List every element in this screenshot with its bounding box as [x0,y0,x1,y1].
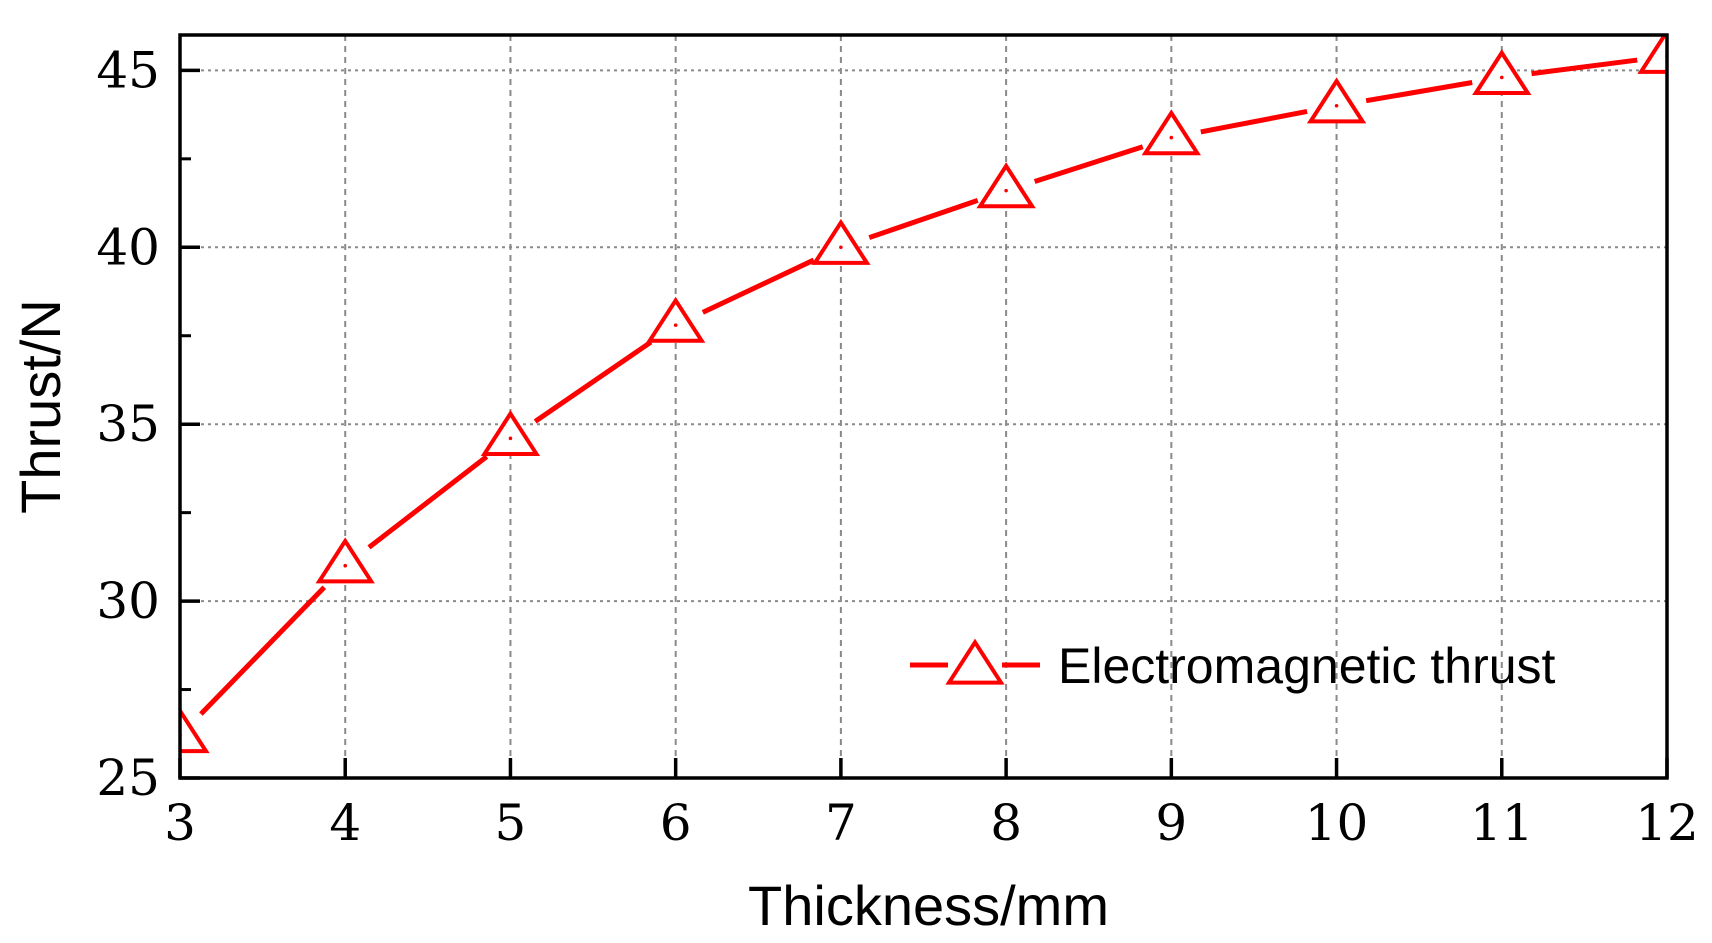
data-point-center [1004,188,1008,193]
x-tick-label: 9 [1155,794,1187,852]
data-point-center [839,245,843,250]
grid-lines [180,35,1667,778]
x-tick-label: 6 [660,794,692,852]
legend: Electromagnetic thrust [910,638,1556,694]
series-line-segment [1033,144,1144,184]
y-tick-labels: 25 30 35 40 45 [96,41,160,807]
data-point-center [673,323,678,327]
data-point-center [508,436,513,441]
y-tick-label: 25 [96,749,160,807]
y-tick-label: 40 [96,218,160,276]
x-tick-label: 4 [329,794,361,852]
data-point-marker [1637,35,1667,74]
data-point-marker [1472,49,1532,96]
plot-frame [178,33,1669,780]
y-tick-label: 35 [96,395,160,453]
x-axis-title: Thickness/mm [748,874,1109,937]
series-line-segment [1365,80,1473,104]
data-point-center [1169,135,1174,140]
y-tick-label: 30 [96,572,160,630]
data-point-marker [315,537,375,584]
data-point-center [1334,103,1339,108]
data-point-marker [976,162,1036,209]
legend-marker [945,638,1005,685]
data-point-marker [1306,77,1367,124]
data-point-marker [1141,109,1202,156]
legend-label: Electromagnetic thrust [1058,638,1556,694]
series-line-segment [367,454,489,550]
series-line-segment [1531,57,1638,77]
x-tick-label: 3 [164,794,196,852]
x-tick-label: 11 [1470,794,1534,852]
data-point-marker [645,296,706,343]
series-layer [180,35,1667,754]
series-line-segment [701,257,815,315]
x-tick-label: 10 [1305,794,1369,852]
y-tick-label: 45 [96,41,160,99]
data-point-center [1499,75,1504,80]
data-point-marker [180,707,210,754]
y-axis-title: Thrust/N [9,299,72,514]
data-point-marker [811,218,871,265]
series-line-segment [533,340,653,424]
x-tick-labels: 3 4 5 6 7 8 9 10 11 12 [164,794,1699,852]
series-line-segment [868,198,979,240]
series-0 [180,35,1667,754]
x-tick-label: 7 [825,794,857,852]
x-tick-label: 12 [1635,794,1699,852]
x-tick-label: 8 [990,794,1022,852]
x-tick-label: 5 [495,794,527,852]
data-point-marker [480,409,541,456]
series-line-segment [199,585,327,716]
data-point-center [343,563,348,568]
series-line-segment [1200,108,1308,135]
